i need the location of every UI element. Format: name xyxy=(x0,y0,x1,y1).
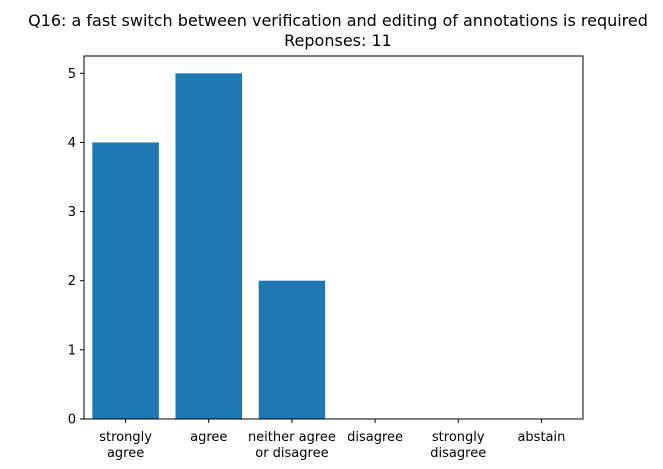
chart-subtitle: Reponses: 11 xyxy=(284,31,392,50)
bar-2 xyxy=(258,280,326,419)
x-tick-label: disagree xyxy=(347,430,403,445)
y-tick-label: 4 xyxy=(68,136,76,151)
x-tick-label: strongly disagree xyxy=(430,430,486,461)
x-tick-label: strongly agree xyxy=(99,430,152,461)
axes-frame xyxy=(83,55,584,420)
bar-0 xyxy=(92,142,159,419)
bar-1 xyxy=(175,73,243,420)
y-tick-label: 0 xyxy=(68,413,76,428)
x-tick-label: abstain xyxy=(517,430,565,445)
y-tick-label: 3 xyxy=(68,205,76,220)
plot-area: 0 1 2 3 4 5 strongly agree agree neither agree or … xyxy=(68,55,584,461)
x-tick-label: neither agree or disagree xyxy=(248,430,336,461)
y-tick-label: 1 xyxy=(68,343,76,358)
y-tick-label: 2 xyxy=(68,274,76,289)
x-tick-label: agree xyxy=(190,430,227,445)
chart-title: Q16: a fast switch between verification … xyxy=(28,11,648,30)
y-tick-label: 5 xyxy=(68,67,76,82)
